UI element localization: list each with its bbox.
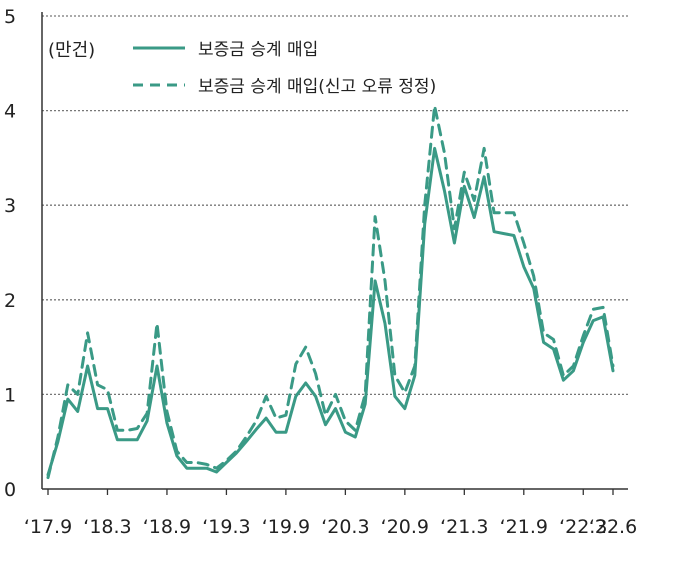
x-tick-label: ‘18.9 bbox=[143, 516, 191, 538]
y-tick-label-5: 5 bbox=[4, 6, 16, 28]
y-tick-label-4: 4 bbox=[4, 101, 16, 123]
y-tick-label-2: 2 bbox=[4, 290, 16, 312]
y-tick-label-3: 3 bbox=[4, 195, 16, 217]
y-tick-label-1: 1 bbox=[4, 384, 16, 406]
y-tick-labels: 0 1 2 3 4 5 bbox=[4, 6, 16, 501]
x-tick-label: ‘17.9 bbox=[24, 516, 72, 538]
y-tick-label-0: 0 bbox=[4, 479, 16, 501]
series-line-solid bbox=[46, 146, 615, 477]
axes bbox=[41, 12, 628, 490]
x-tick-label: ‘22.3 bbox=[559, 516, 607, 538]
x-tick-label: ‘22.6 bbox=[589, 516, 637, 538]
x-tick-label: ‘21.3 bbox=[440, 516, 488, 538]
x-tick-label: ‘20.3 bbox=[321, 516, 369, 538]
legend: 보증금 승계 매입 보증금 승계 매입(신고 오류 정정) bbox=[133, 40, 436, 97]
series-lines bbox=[46, 104, 615, 480]
x-tick-label: ‘19.3 bbox=[202, 516, 250, 538]
x-tick-label: ‘20.9 bbox=[381, 516, 429, 538]
unit-label: (만건) bbox=[48, 40, 95, 61]
legend-label-dashed: 보증금 승계 매입(신고 오류 정정) bbox=[198, 77, 436, 97]
x-tick-label: ‘19.9 bbox=[262, 516, 310, 538]
series-line-dashed bbox=[46, 104, 615, 480]
x-tick-labels: ‘17.9 ‘18.3 ‘18.9 ‘19.3 ‘19.9 ‘20.3 ‘20.9 ‘21.3… bbox=[24, 489, 637, 538]
grid-lines bbox=[42, 15, 628, 396]
x-tick-label: ‘21.9 bbox=[500, 516, 548, 538]
x-tick-label: ‘18.3 bbox=[83, 516, 131, 538]
legend-label-solid: 보증금 승계 매입 bbox=[198, 40, 318, 60]
